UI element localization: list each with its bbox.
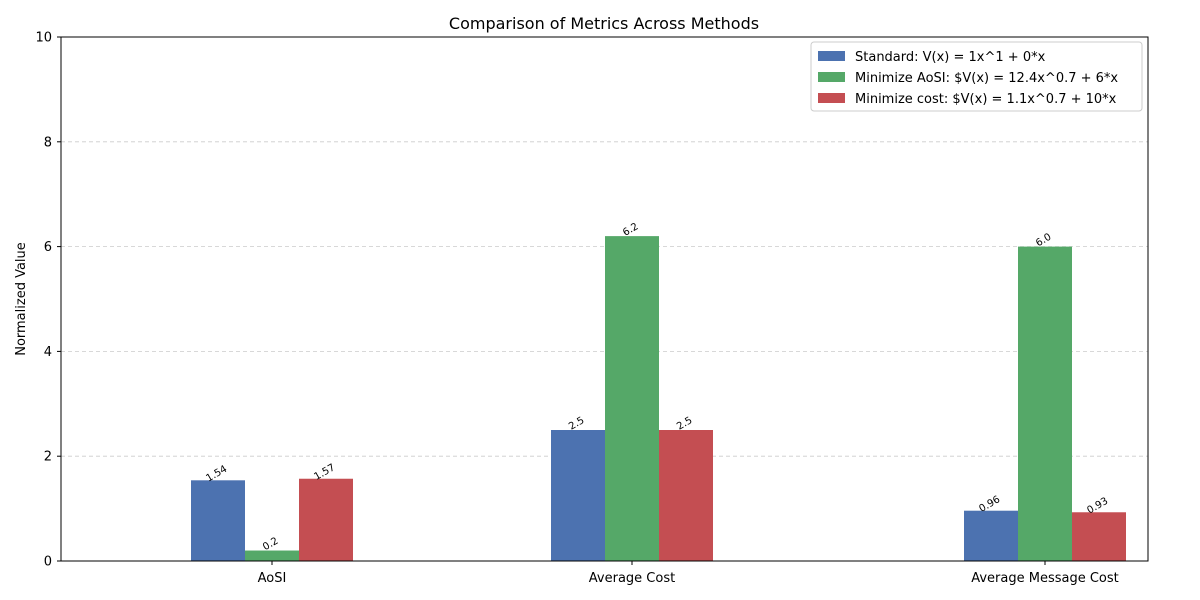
gridlines xyxy=(61,141,1148,457)
bars xyxy=(191,236,1126,561)
bar-value-label: 6.2 xyxy=(621,221,640,238)
y-axis-title: Normalized Value xyxy=(14,242,29,356)
legend-label: Standard: V(x) = 1x^1 + 0*x xyxy=(855,50,1046,65)
y-tick-label: 4 xyxy=(44,345,52,360)
bar-value-label: 0.2 xyxy=(261,536,280,553)
bar xyxy=(605,236,659,561)
chart-title: Comparison of Metrics Across Methods xyxy=(449,14,759,33)
y-tick-label: 10 xyxy=(35,31,52,46)
legend-box xyxy=(810,41,1143,112)
legend-label: Minimize AoSI: $V(x) = 12.4x^0.7 + 6*x xyxy=(855,71,1118,86)
bar xyxy=(191,480,245,561)
bar xyxy=(1072,512,1126,561)
x-tick-label: Average Message Cost xyxy=(971,571,1119,586)
legend: Standard: V(x) = 1x^1 + 0*x Minimize AoSI… xyxy=(810,41,1143,112)
legend-swatch xyxy=(818,93,845,103)
bar xyxy=(659,430,713,561)
bar xyxy=(299,478,353,561)
axes: 0 2 4 6 8 10 AoSI Average Cost Average Message C… xyxy=(35,31,1149,586)
legend-swatch xyxy=(818,72,845,82)
bar xyxy=(551,430,605,561)
bar xyxy=(245,550,299,561)
x-tick-label: AoSI xyxy=(258,571,287,586)
plot-frame xyxy=(60,36,1149,562)
bar-value-label: 2.5 xyxy=(675,415,694,432)
bar-value-label: 2.5 xyxy=(567,415,586,432)
y-tick-label: 8 xyxy=(44,135,52,150)
y-tick-label: 0 xyxy=(44,555,52,570)
bar xyxy=(1018,246,1072,561)
legend-swatch xyxy=(818,51,845,61)
bar xyxy=(964,510,1018,561)
y-tick-label: 2 xyxy=(44,450,52,465)
x-tick-label: Average Cost xyxy=(589,571,675,586)
y-tick-label: 6 xyxy=(44,240,52,255)
legend-label: Minimize cost: $V(x) = 1.1x^0.7 + 10*x xyxy=(855,92,1117,107)
